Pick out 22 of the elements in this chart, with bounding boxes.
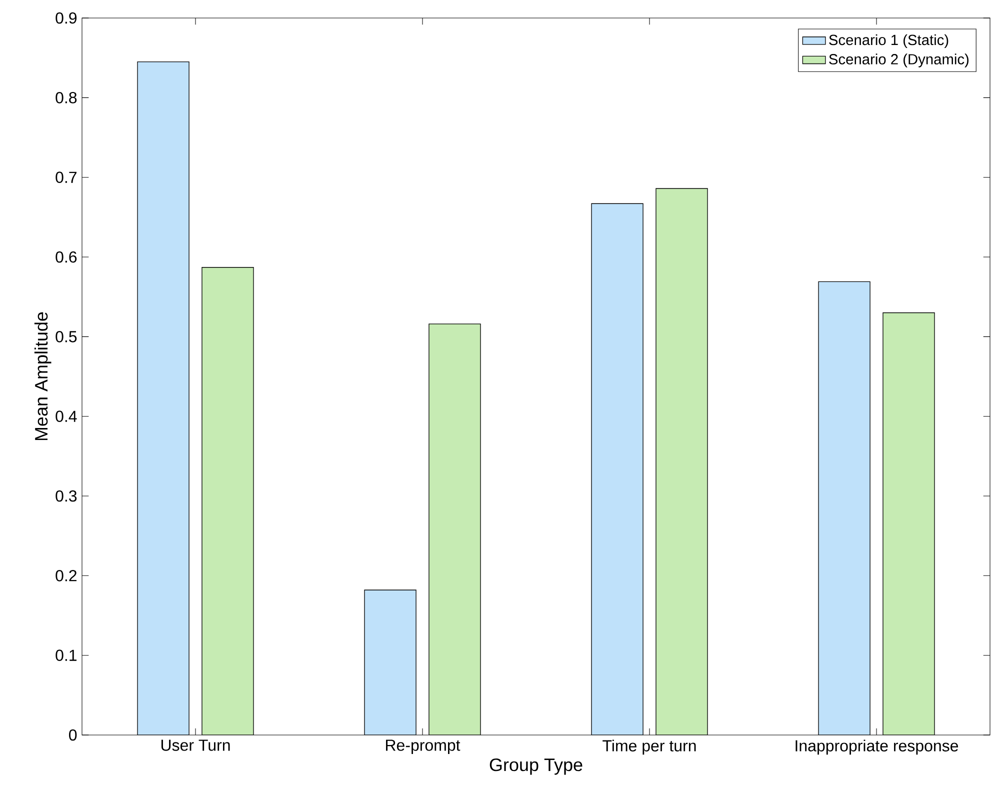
y-tick-label: 0.2: [56, 570, 76, 582]
x-axis-title: Group Type: [490, 758, 582, 775]
y-tick-label: 0: [69, 729, 77, 741]
y-tick-label: 0.9: [56, 12, 77, 24]
y-axis-title: Mean Amplitude: [34, 312, 52, 440]
bar: [137, 61, 190, 735]
x-tick-label: Time per turn: [602, 740, 696, 755]
x-tick-label: Inappropriate response: [796, 740, 958, 755]
y-tick-label: 0.5: [56, 331, 77, 342]
bar: [591, 203, 644, 735]
y-tick-label: 0.8: [56, 92, 77, 104]
y-tick-label: 0.7: [56, 172, 76, 183]
bar: [818, 281, 870, 735]
y-tick-label: 0.6: [56, 251, 77, 263]
y-tick-label: 0.3: [56, 490, 77, 502]
y-tick-label: 0.1: [56, 650, 77, 661]
y-tick-label: 0.4: [56, 410, 77, 422]
bar: [364, 590, 416, 735]
legend-label: Scenario 1 (Static): [829, 34, 948, 48]
legend-label: Scenario 2 (Dynamic): [829, 54, 969, 68]
x-tick-label: User Turn: [161, 740, 230, 751]
x-tick-label: Re-prompt: [386, 740, 460, 754]
